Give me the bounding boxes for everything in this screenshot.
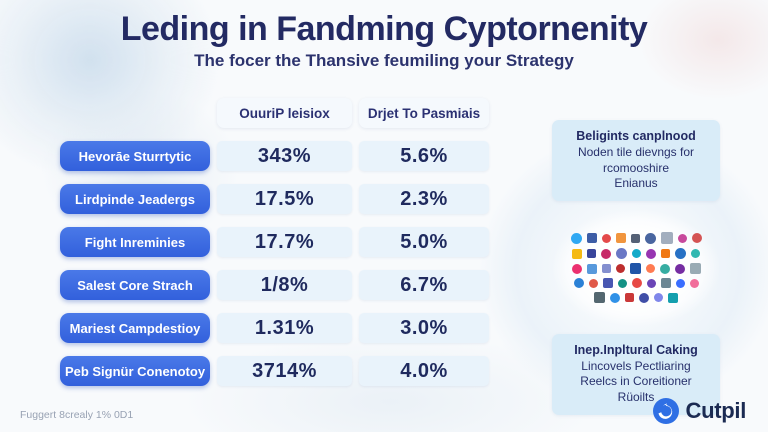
info-box-bottom: Inep.Inpltural Caking Lincovels Pectliar…: [552, 333, 720, 415]
column-header-2: Drjet To Pasmiais: [359, 98, 489, 128]
brand-logo-mark: [660, 278, 671, 289]
brand-logo-mark: [594, 292, 605, 304]
row-label-button-4[interactable]: Salest Core Strach: [60, 270, 210, 300]
row-label-button-2[interactable]: Lirdpinde Jeadergs: [60, 184, 210, 214]
brand-logo-mark: [639, 292, 649, 303]
row-label-button-3[interactable]: Fight Inreminies: [60, 227, 210, 257]
table-cell-value: 6.7%: [359, 270, 489, 300]
brand-logo-mark: [573, 278, 584, 289]
brand-logo-mark: [631, 278, 642, 289]
brand-logo-mark: [586, 263, 597, 274]
table-cell-value: 343%: [217, 141, 352, 171]
brand-logo-mark: [610, 292, 620, 303]
logo-cloud: [552, 208, 720, 327]
info-box-line: Reelcs in Coreitioner: [580, 374, 692, 389]
page-subtitle: The focer the Thansive feumiling your St…: [194, 51, 574, 70]
brand-logo-mark: [587, 249, 596, 259]
brand-logo-mark: [616, 248, 627, 260]
brand-logo-mark: [675, 278, 685, 288]
brand-logo-mark: [677, 233, 687, 243]
header-spacer: [60, 98, 210, 128]
brand-logo-mark: [691, 233, 702, 244]
table-cell-value: 4.0%: [359, 356, 489, 386]
table-cell-value: 3714%: [217, 356, 352, 386]
brand-logo-mark: [689, 278, 699, 288]
brand-logo-mark: [646, 248, 656, 259]
brand-logo-mark: [571, 263, 582, 274]
brand-logo-mark: [588, 278, 598, 288]
table-cell-value: 17.5%: [217, 184, 352, 214]
brand-logo-mark: [661, 249, 670, 259]
brand-logo-mark: [615, 233, 626, 244]
info-box-line: Noden tile dievngs for: [577, 145, 695, 159]
brand-logo-mark: [586, 233, 597, 244]
info-box-line: Enianus: [614, 176, 658, 191]
cutpil-logo-icon: [653, 398, 680, 424]
brand-logo-mark: [570, 232, 582, 244]
brand-logo-mark: [660, 232, 673, 245]
brand-logo-mark: [689, 263, 701, 275]
info-box-line: Rüoilts: [617, 389, 655, 404]
brand-logo-mark: [601, 264, 611, 274]
brand-logo-mark: [630, 233, 640, 243]
info-box-top: Beligints canplnood Noden tile dievngs f…: [552, 120, 720, 201]
brand-logo-mark: [617, 278, 627, 288]
brand-logo-mark: [572, 248, 582, 259]
brand-logo-mark: [625, 293, 634, 303]
brand-logo-mark: [615, 264, 625, 274]
column-header-1: OuuriP leisiox: [217, 98, 352, 128]
brand-logo-mark: [644, 232, 656, 244]
brand-logo-mark: [629, 263, 641, 275]
table-cell-value: 1.31%: [217, 313, 352, 343]
row-label-button-6[interactable]: Peb Signür Conenotoy: [60, 356, 210, 386]
brand-lockup: Cutpil: [653, 398, 746, 424]
brand-logo-mark: [645, 264, 655, 274]
brand-logo-mark: [691, 249, 700, 259]
page-title: Leding in Fandming Cyptornenity: [120, 10, 648, 48]
info-box-line: Lincovels Pectliaring: [581, 358, 691, 373]
footer-note: Fuggert 8crealy 1% 0D1: [20, 409, 134, 421]
brand-logo-mark: [601, 233, 611, 243]
brand-logo-mark: [659, 263, 670, 274]
table-cell-value: 5.0%: [359, 227, 489, 257]
right-sidebar: Beligints canplnood Noden tile dievngs f…: [552, 120, 720, 415]
brand-logo-mark: [632, 249, 641, 259]
brand-logo-mark: [674, 263, 685, 274]
brand-logo-mark: [675, 248, 686, 260]
brand-logo-mark: [668, 292, 678, 303]
table-cell-value: 1/8%: [217, 270, 352, 300]
brand-logo-mark: [654, 293, 663, 303]
info-box-title: Beligints canplnood: [576, 129, 696, 143]
brand-name: Cutpil: [685, 398, 746, 423]
info-box-line: rcomooshire: [602, 160, 670, 175]
table-cell-value: 17.7%: [217, 227, 352, 257]
brand-logo-mark: [601, 248, 611, 259]
metrics-table: OuuriP leisiox Drjet To Pasmiais Hevorāe…: [60, 98, 492, 386]
table-cell-value: 3.0%: [359, 313, 489, 343]
brand-logo-mark: [602, 278, 613, 289]
brand-logo-mark: [646, 278, 656, 288]
row-label-button-1[interactable]: Hevorāe Sturrtytic: [60, 141, 210, 171]
table-cell-value: 2.3%: [359, 184, 489, 214]
info-box-title: Inep.Inpltural Caking: [574, 342, 698, 357]
table-cell-value: 5.6%: [359, 141, 489, 171]
row-label-button-5[interactable]: Mariest Campdestioy: [60, 313, 210, 343]
